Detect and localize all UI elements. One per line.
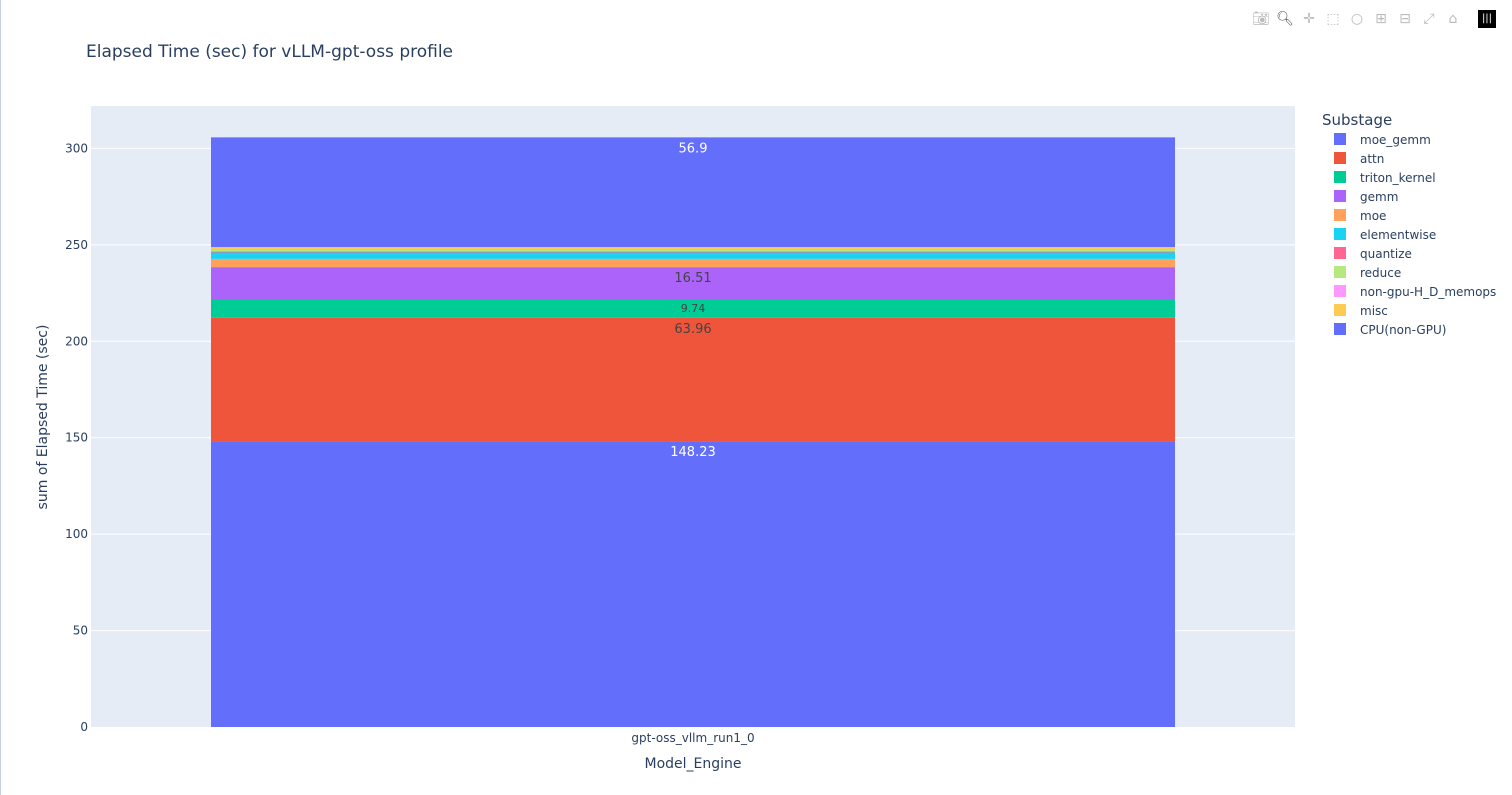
legend-swatch	[1334, 152, 1346, 164]
zoom-out-icon[interactable]: ⊟	[1399, 11, 1411, 27]
legend-item[interactable]: reduce	[1334, 266, 1401, 280]
data-label-gemm: 16.51	[674, 271, 711, 286]
legend-label: quantize	[1360, 247, 1412, 261]
legend-label: non-gpu-H_D_memops	[1360, 285, 1496, 299]
legend-swatch	[1334, 304, 1346, 316]
data-label-attn: 63.96	[674, 322, 711, 337]
y-tick-label: 100	[65, 527, 88, 541]
home-icon[interactable]: ⌂	[1448, 11, 1458, 27]
legend-swatch	[1334, 190, 1346, 202]
bar-gemm[interactable]	[211, 267, 1175, 299]
legend-swatch	[1334, 323, 1346, 335]
legend-item[interactable]: quantize	[1334, 247, 1412, 261]
bar-elementwise[interactable]	[211, 252, 1175, 259]
y-tick-label: 150	[65, 431, 88, 445]
legend-item[interactable]: triton_kernel	[1334, 171, 1436, 185]
legend-swatch	[1334, 133, 1346, 145]
y-axis-title: sum of Elapsed Time (sec)	[35, 325, 51, 510]
legend-item[interactable]: moe	[1334, 209, 1386, 223]
plotly-logo-icon[interactable]: |||	[1478, 10, 1496, 28]
modebar: 📷︎ 🔍︎ ✛ ⬚ ○ ⊞ ⊟ ⤢ ⌂ |||	[1252, 10, 1496, 28]
legend-swatch	[1334, 228, 1346, 240]
lasso-icon[interactable]: ○	[1350, 11, 1364, 27]
bar-quantize[interactable]	[211, 251, 1175, 253]
chart-title: Elapsed Time (sec) for vLLM-gpt-oss prof…	[86, 42, 453, 62]
legend-swatch	[1334, 266, 1346, 278]
pan-icon[interactable]: ✛	[1303, 11, 1315, 27]
bar-moe[interactable]	[211, 258, 1175, 268]
legend-item[interactable]: attn	[1334, 152, 1384, 166]
legend-title: Substage	[1322, 111, 1392, 129]
legend-label: CPU(non-GPU)	[1360, 323, 1446, 337]
y-tick-label: 200	[65, 334, 88, 348]
legend-item[interactable]: non-gpu-H_D_memops	[1334, 285, 1496, 299]
legend-swatch	[1334, 209, 1346, 221]
y-tick-label: 300	[65, 141, 88, 155]
x-axis-title: Model_Engine	[644, 756, 741, 772]
bar-triton_kernel[interactable]	[211, 298, 1175, 318]
x-tick-label: gpt-oss_vllm_run1_0	[631, 731, 754, 745]
bar-reduce[interactable]	[211, 249, 1175, 252]
bar-CPU(non-GPU)[interactable]	[211, 441, 1175, 727]
legend-item[interactable]: gemm	[1334, 190, 1398, 204]
camera-icon[interactable]: 📷︎	[1252, 11, 1270, 27]
data-label-CPU(non-GPU): 148.23	[670, 445, 716, 460]
bar-misc[interactable]	[211, 247, 1175, 250]
data-label-triton_kernel: 9.74	[681, 302, 706, 315]
data-label-moe_gemm: 56.9	[679, 141, 708, 156]
box-select-icon[interactable]: ⬚	[1326, 11, 1340, 27]
zoom-in-icon[interactable]: ⊞	[1375, 11, 1387, 27]
y-tick-label: 250	[65, 238, 88, 252]
legend-label: moe	[1360, 209, 1386, 223]
autoscale-icon[interactable]: ⤢	[1423, 11, 1435, 27]
bar-attn[interactable]	[211, 317, 1175, 442]
legend-item[interactable]: moe_gemm	[1334, 133, 1431, 147]
legend-swatch	[1334, 171, 1346, 183]
legend-label: elementwise	[1360, 228, 1436, 242]
bar-non-gpu-H_D_memops[interactable]	[211, 249, 1175, 250]
legend-label: gemm	[1360, 190, 1398, 204]
legend-swatch	[1334, 285, 1346, 297]
legend-label: misc	[1360, 304, 1388, 318]
y-tick-label: 0	[80, 720, 88, 734]
legend-label: attn	[1360, 152, 1384, 166]
y-tick-label: 50	[73, 624, 88, 638]
legend-label: moe_gemm	[1360, 133, 1431, 147]
zoom-icon[interactable]: 🔍︎	[1276, 11, 1294, 27]
bar-moe_gemm[interactable]	[211, 137, 1175, 248]
legend-item[interactable]: elementwise	[1334, 228, 1436, 242]
legend-swatch	[1334, 247, 1346, 259]
legend-item[interactable]: misc	[1334, 304, 1388, 318]
legend-item[interactable]: CPU(non-GPU)	[1334, 323, 1446, 337]
legend-label: triton_kernel	[1360, 171, 1436, 185]
legend-label: reduce	[1360, 266, 1401, 280]
